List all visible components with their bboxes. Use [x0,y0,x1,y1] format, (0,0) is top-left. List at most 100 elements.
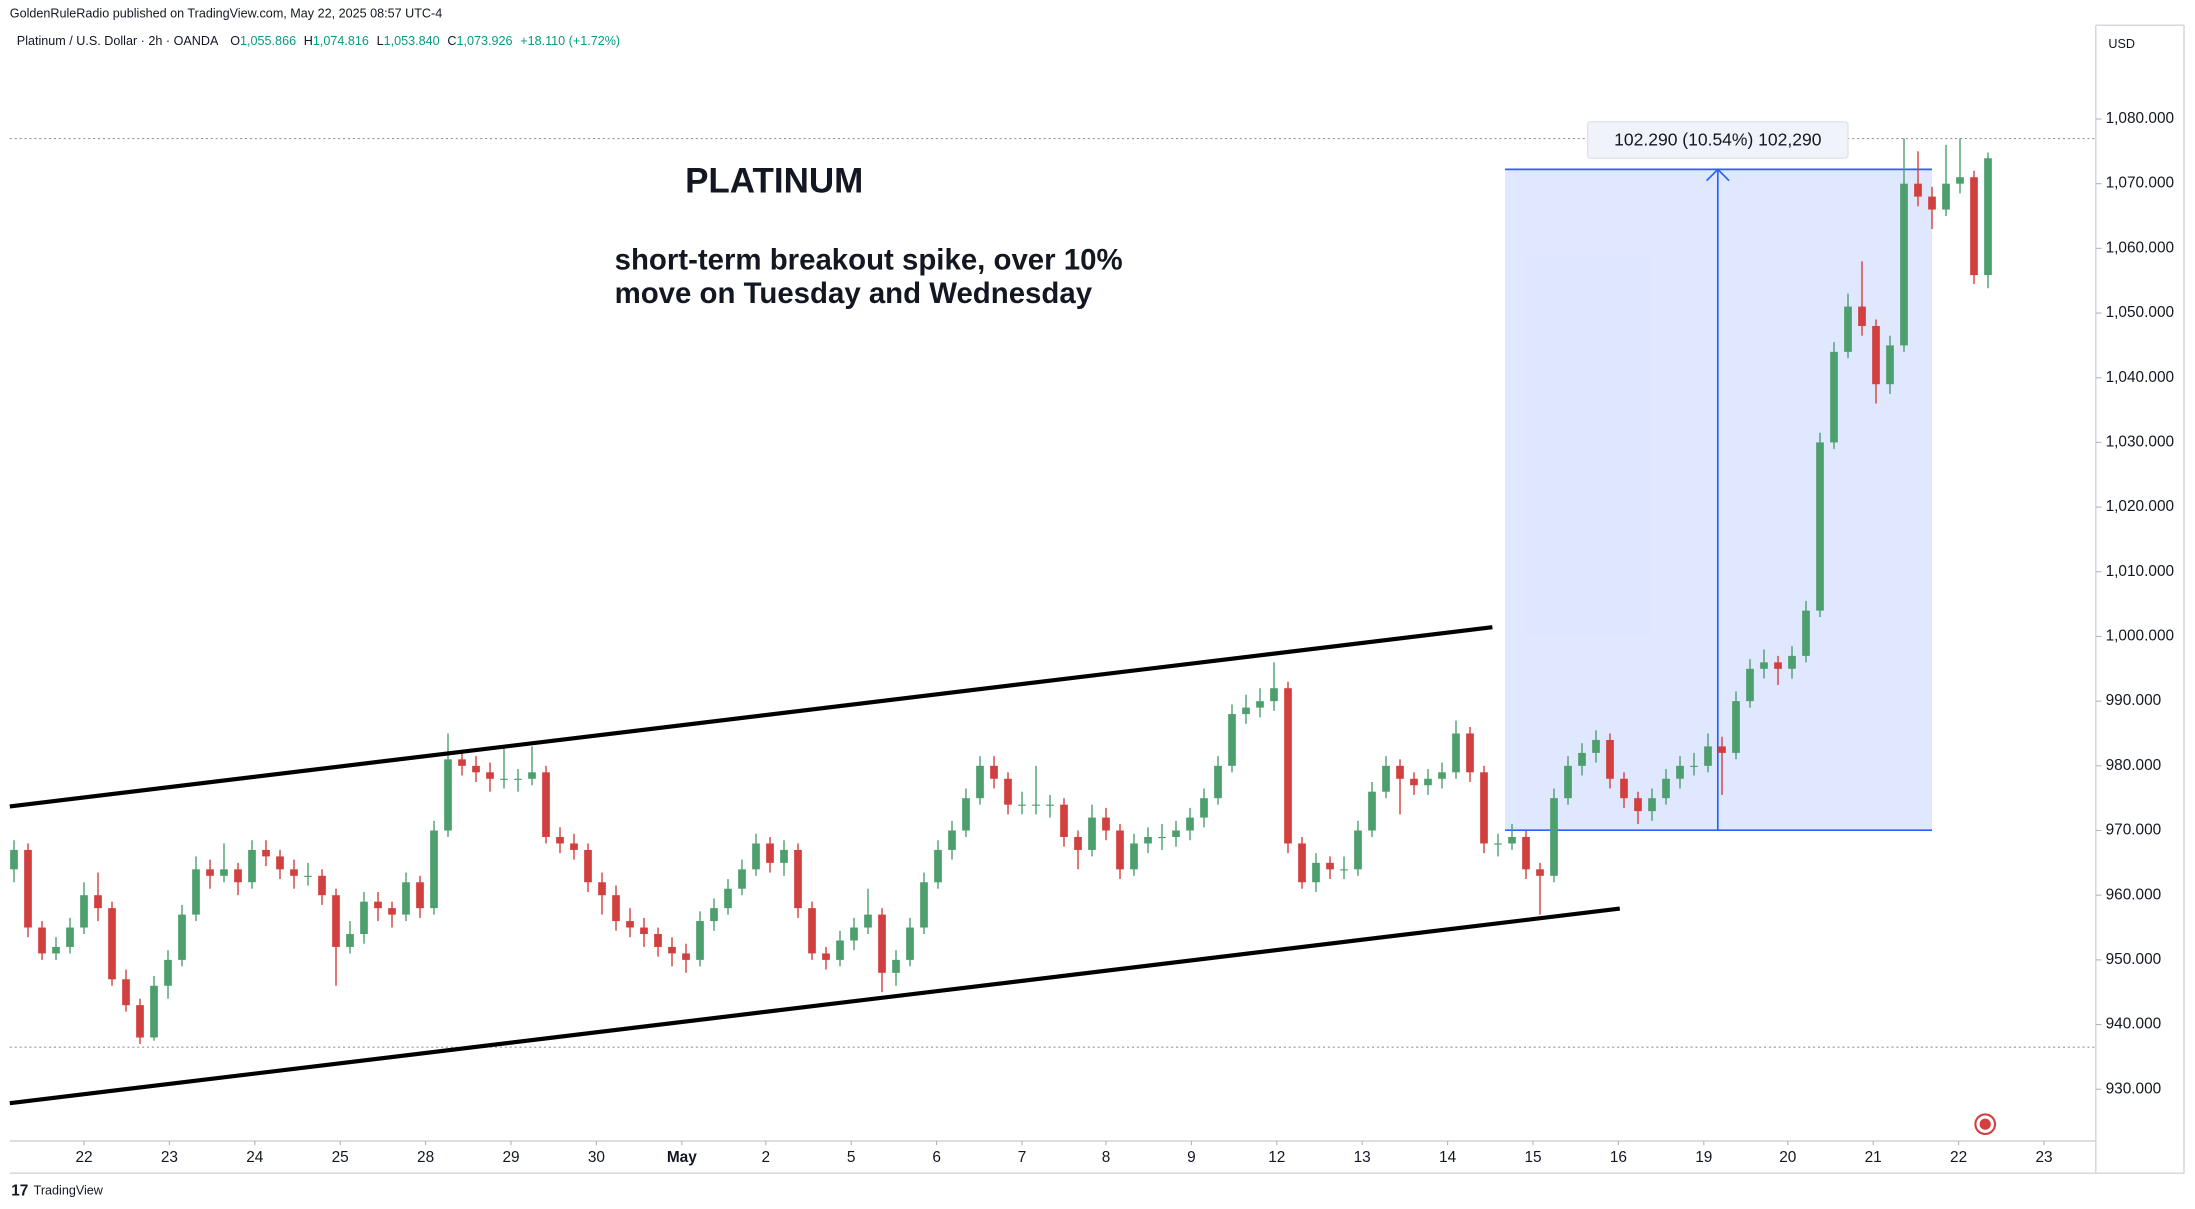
legend-label: L [377,34,384,48]
candle-body [500,778,508,780]
y-tick-label: 930.000 [2106,1080,2162,1097]
candle-body [1662,778,1670,799]
candle-body [1690,765,1698,767]
candle-body [192,869,200,915]
x-tick-label: 23 [2035,1149,2052,1166]
chart-title: PLATINUM [685,162,863,201]
legend-value: 1,073.926 [456,34,512,48]
candle-body [458,759,466,766]
candle-body [24,849,32,928]
y-tick-label: 970.000 [2106,822,2162,839]
candle-body [1816,442,1824,611]
channel-lower [9,906,1621,1106]
y-tick-label: 940.000 [2106,1016,2162,1033]
candle-body [1186,817,1194,831]
candle-body [1004,778,1012,805]
candle-body [1088,817,1096,850]
candle-body [1914,183,1922,197]
x-tick-label: 29 [502,1149,519,1166]
candle-body [416,882,424,909]
candle-body [794,849,802,909]
x-tick-label: 25 [332,1149,349,1166]
candle-body [1382,765,1390,792]
legend-label: H [304,34,313,48]
x-tick-label: 28 [417,1149,434,1166]
candle-body [1984,158,1992,276]
legend-label: C [447,34,456,48]
candle-body [612,895,620,922]
candle-body [332,895,340,947]
candle-body [1242,707,1250,715]
candle-body [514,778,522,780]
candle-body [136,1005,144,1038]
candle-body [1774,662,1782,669]
y-tick-label: 1,040.000 [2106,369,2174,386]
y-tick-label: 990.000 [2106,692,2162,709]
x-tick-label: 22 [1950,1149,1967,1166]
candle-body [934,849,942,883]
candle-body [234,869,242,883]
candle-body [696,921,704,960]
annotation: move on Tuesday and Wednesday [615,277,1093,310]
candle-body [10,849,18,870]
candle-body [1494,843,1502,845]
x-tick-label: 23 [161,1149,178,1166]
x-tick-label: 9 [1187,1149,1196,1166]
candle-body [1578,752,1586,766]
x-tick-label: 21 [1865,1149,1882,1166]
y-tick-label: 1,020.000 [2106,498,2174,515]
y-tick-label: 1,050.000 [2106,304,2174,321]
x-tick-label: 19 [1695,1149,1712,1166]
candle-body [1284,688,1292,844]
candle-body [976,765,984,799]
candle-body [374,901,382,909]
candle-body [766,843,774,863]
legend-value: 1,053.840 [384,34,440,48]
x-tick-label: 22 [75,1149,92,1166]
candle-body [878,914,886,973]
legend-value: 1,074.816 [313,34,369,48]
candle-body [1326,862,1334,870]
candle-body [654,934,662,947]
candle-body [1620,778,1628,799]
candle-body [1116,830,1124,870]
candle-body [1536,869,1544,876]
x-tick-label: 7 [1018,1149,1027,1166]
candle-body [360,901,368,935]
legend-value: 1,055.866 [240,34,296,48]
candle-body [1144,836,1152,844]
candle-body [1032,804,1040,806]
candle-body [1732,701,1740,753]
candle-body [1704,746,1712,766]
measure-label: 102.290 (10.54%) 102,290 [1614,129,1822,149]
candle-body [402,882,410,915]
candle-body [1956,177,1964,184]
legend-label: O [230,34,240,48]
candle-body [864,914,872,928]
candle-body [640,927,648,935]
channel-upper [9,625,1493,809]
candle-body [752,843,760,870]
candle-body [584,849,592,883]
candle-body [388,908,396,915]
candle-body [808,908,816,954]
candle-body [738,869,746,889]
y-tick-label: 1,080.000 [2106,110,2174,127]
x-tick-label: 8 [1102,1149,1111,1166]
candle-body [1396,765,1404,779]
candle-body [1228,714,1236,766]
candle-body [682,953,690,960]
candle-body [346,934,354,947]
candle-body [570,843,578,850]
candle-body [1102,817,1110,831]
candle-body [1508,836,1516,844]
x-tick-label: May [667,1149,697,1166]
publisher-header: GoldenRuleRadio published on TradingView… [10,6,442,20]
candle-body [1466,733,1474,773]
candle-body [1746,668,1754,702]
candle-body [1270,688,1278,702]
candle-body [1788,655,1796,669]
x-tick-label: 16 [1610,1149,1627,1166]
